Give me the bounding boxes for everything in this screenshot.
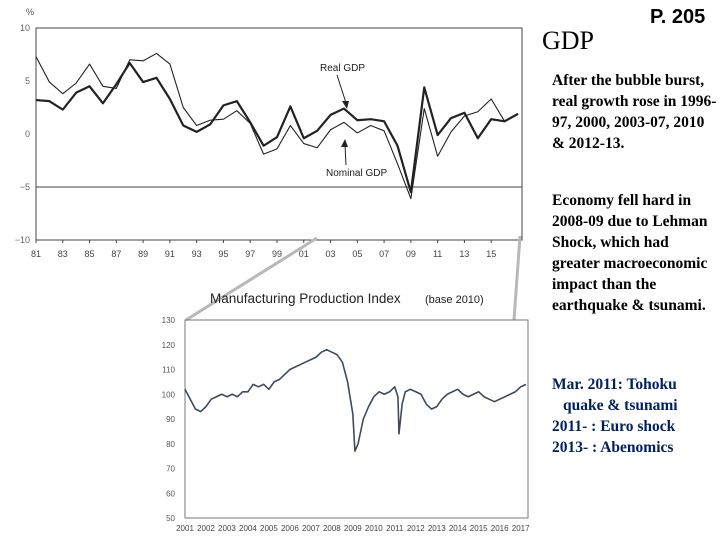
gdp-y-tick-label: −10 [15,235,30,245]
ipi-x-tick-label: 2004 [239,524,257,533]
gdp-x-tick-label: 87 [111,249,121,259]
ipi-x-tick-label: 2017 [512,524,530,533]
ipi-x-tick-label: 2007 [302,524,320,533]
gdp-unit-label: % [26,7,34,17]
nominal-gdp-arrow-head [341,139,348,147]
ipi-y-tick-label: 80 [166,440,175,449]
ipi-x-tick-label: 2002 [197,524,215,533]
gdp-x-tick-label: 15 [486,249,496,259]
nominal-gdp-line [35,52,519,200]
ipi-x-tick-label: 2006 [281,524,299,533]
gdp-x-tick-label: 13 [459,249,469,259]
gdp-x-tick-label: 99 [272,249,282,259]
ipi-y-tick-label: 120 [162,341,176,350]
real-gdp-line [35,61,519,194]
real-gdp-series-label: Real GDP [320,63,365,74]
slide-title: GDP [542,26,595,55]
event-tohoku: Mar. 2011: Tohoku [552,376,677,393]
ipi-y-tick-label: 50 [166,514,175,523]
gdp-x-tick-label: 03 [326,249,336,259]
gdp-x-tick-label: 05 [352,249,362,259]
manufacturing-production-index-chart: Manufacturing Production Index (base 201… [162,291,530,533]
nominal-gdp-label-arrow [344,144,347,166]
ipi-x-tick-label: 2011 [386,524,404,533]
gdp-x-tick-label: 97 [245,249,255,259]
zoom-connector-left [185,236,318,322]
ipi-chart-title: Manufacturing Production Index [210,291,401,306]
ipi-line [184,348,527,452]
gdp-x-tick-label: 91 [165,249,175,259]
ipi-y-tick-label: 130 [162,316,176,325]
zoom-connector-right [512,235,522,321]
ipi-x-tick-label: 2003 [218,524,236,533]
real-gdp-arrow-head [342,101,349,109]
gdp-plot-frame [35,27,523,241]
ipi-x-tick-label: 2005 [260,524,278,533]
gdp-y-tick-label: 0 [25,129,30,139]
ipi-x-tick-label: 2010 [365,524,383,533]
event-tsunami: quake & tsunami [563,397,678,414]
shock-note: Economy fell hard in 2008-09 due to Lehm… [552,192,708,314]
gdp-x-tick-label: 11 [433,249,442,259]
ipi-x-tick-label: 2016 [491,524,509,533]
event-euro-shock: 2011- : Euro shock [552,418,676,435]
zoom-connector-lines [185,235,522,322]
ipi-x-tick-label: 2008 [323,524,341,533]
gdp-x-tick-label: 83 [58,249,68,259]
ipi-y-tick-label: 60 [166,489,175,498]
page-number: P. 205 [650,6,706,28]
nominal-gdp-series-label: Nominal GDP [326,168,387,179]
ipi-plot-frame [184,319,529,519]
gdp-x-tick-label: 85 [85,249,95,259]
gdp-x-tick-label: 09 [406,249,416,259]
ipi-chart-subtitle: (base 2010) [425,294,484,306]
gdp-y-tick-label: 5 [25,76,30,86]
gdp-x-tick-label: 07 [379,249,389,259]
gdp-x-tick-label: 95 [218,249,228,259]
gdp-x-tick-label: 89 [138,249,148,259]
ipi-y-tick-label: 90 [166,415,175,424]
ipi-y-tick-label: 110 [162,366,175,375]
gdp-y-tick-label: 10 [20,23,30,33]
ipi-y-tick-label: 100 [162,390,176,399]
real-gdp-label-arrow [336,74,347,104]
ipi-x-tick-label: 2015 [470,524,488,533]
ipi-x-tick-label: 2014 [449,524,467,533]
ipi-y-tick-label: 70 [166,465,175,474]
gdp-x-tick-label: 93 [192,249,202,259]
ipi-x-tick-label: 2009 [344,524,362,533]
gdp-x-tick-label: 81 [31,249,41,259]
recovery-note: After the bubble burst, real growth rose… [552,72,717,152]
ipi-x-tick-label: 2001 [176,524,194,533]
gdp-x-tick-label: 01 [299,249,309,259]
ipi-x-tick-label: 2012 [407,524,425,533]
events-note: Mar. 2011: Tohoku quake & tsunami 2011- … [552,374,717,458]
gdp-y-tick-label: −5 [20,182,30,192]
event-abenomics: 2013- : Abenomics [552,439,674,456]
ipi-x-tick-label: 2013 [428,524,446,533]
